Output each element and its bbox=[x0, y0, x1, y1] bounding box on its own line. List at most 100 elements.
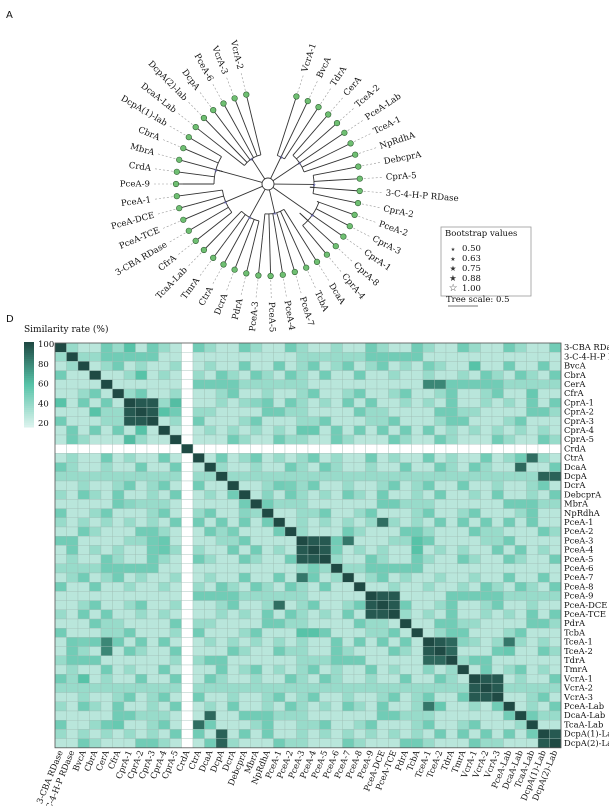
heatmap-cell bbox=[388, 729, 401, 739]
heatmap-cell bbox=[537, 536, 550, 546]
heatmap-cell bbox=[480, 692, 493, 702]
heatmap-cell bbox=[434, 609, 447, 620]
heatmap-cell bbox=[169, 710, 182, 721]
bootstrap-star-icon: ★ bbox=[312, 182, 317, 188]
heatmap-cell bbox=[468, 370, 481, 380]
tree-tip-node bbox=[192, 123, 199, 131]
heatmap-cell bbox=[77, 563, 90, 574]
heatmap-cell bbox=[411, 572, 424, 583]
heatmap-cell bbox=[192, 352, 205, 362]
heatmap-cell bbox=[112, 683, 125, 693]
heatmap-cell bbox=[112, 545, 125, 555]
heatmap-cell bbox=[169, 554, 182, 564]
heatmap-cell bbox=[89, 655, 102, 666]
tree-leader bbox=[199, 257, 214, 277]
tree-leader bbox=[336, 107, 355, 124]
heatmap-cell bbox=[549, 729, 562, 739]
heatmap-cell bbox=[273, 480, 286, 491]
tree-tip-label: CtrA bbox=[197, 284, 216, 307]
heatmap-cell bbox=[77, 370, 90, 380]
heatmap-cell bbox=[491, 379, 504, 390]
heatmap-cell bbox=[388, 582, 401, 592]
heatmap-cell bbox=[399, 517, 412, 528]
heatmap-cell bbox=[54, 352, 67, 362]
heatmap-cell bbox=[250, 370, 263, 380]
heatmap-cell bbox=[480, 352, 493, 362]
heatmap-cell bbox=[238, 453, 251, 463]
heatmap-cell bbox=[319, 674, 332, 684]
heatmap-cell bbox=[238, 526, 251, 537]
heatmap-cell bbox=[365, 701, 378, 712]
heatmap-cell bbox=[89, 572, 102, 583]
tree-leader bbox=[177, 112, 196, 128]
heatmap-cell bbox=[238, 508, 251, 518]
heatmap-cell bbox=[250, 462, 263, 472]
heatmap-cell bbox=[296, 434, 309, 445]
heatmap-cell bbox=[227, 674, 240, 684]
heatmap-cell bbox=[112, 352, 125, 362]
heatmap-cell bbox=[376, 444, 389, 454]
tree-branch bbox=[312, 122, 338, 145]
heatmap-cell bbox=[319, 480, 332, 491]
heatmap-cell bbox=[261, 526, 274, 537]
heatmap-cell bbox=[181, 388, 194, 399]
heatmap-cell bbox=[273, 738, 286, 748]
heatmap-cell bbox=[66, 508, 79, 518]
heatmap-cell bbox=[54, 490, 67, 500]
heatmap-cell bbox=[549, 499, 562, 509]
heatmap-cell bbox=[388, 591, 401, 601]
heatmap-cell bbox=[411, 398, 424, 408]
heatmap-cell bbox=[215, 370, 228, 380]
heatmap-cell bbox=[537, 480, 550, 491]
tree-branch bbox=[179, 159, 223, 173]
heatmap-cell bbox=[273, 720, 286, 730]
heatmap-cell bbox=[422, 407, 435, 417]
colorbar-segment bbox=[24, 365, 34, 369]
tree-leader bbox=[296, 74, 304, 97]
heatmap-cell bbox=[330, 444, 343, 454]
heatmap-cell bbox=[480, 434, 493, 445]
tree-branch bbox=[297, 100, 309, 122]
heatmap-cell bbox=[261, 545, 274, 555]
heatmap-cell bbox=[215, 738, 228, 748]
heatmap-cell bbox=[434, 499, 447, 509]
heatmap-cell bbox=[158, 444, 171, 454]
heatmap-cell bbox=[192, 416, 205, 426]
heatmap-cell bbox=[215, 517, 228, 528]
heatmap-cell bbox=[112, 692, 125, 702]
heatmap-cell bbox=[192, 738, 205, 748]
heatmap-cell bbox=[503, 471, 516, 482]
heatmap-cell bbox=[388, 361, 401, 371]
colorbar-segment bbox=[24, 418, 34, 422]
heatmap-cell bbox=[376, 591, 389, 601]
heatmap-cell bbox=[261, 674, 274, 684]
heatmap-cell bbox=[192, 434, 205, 445]
heatmap-cell bbox=[526, 352, 539, 362]
heatmap-cell bbox=[342, 545, 355, 555]
heatmap-cell bbox=[422, 453, 435, 463]
tree-leader bbox=[327, 96, 344, 115]
heatmap-cell bbox=[319, 729, 332, 739]
heatmap-cell bbox=[480, 526, 493, 537]
heatmap-cell bbox=[537, 370, 550, 380]
heatmap-cell bbox=[376, 683, 389, 693]
heatmap-cell bbox=[158, 710, 171, 721]
heatmap-cell bbox=[342, 536, 355, 546]
heatmap-cell bbox=[66, 582, 79, 592]
heatmap-cell bbox=[204, 674, 217, 684]
tree-branch bbox=[239, 145, 251, 161]
tree-branch bbox=[230, 116, 254, 158]
bootstrap-value-label: 0.50 bbox=[462, 244, 481, 254]
heatmap-cell bbox=[227, 434, 240, 445]
heatmap-cell bbox=[181, 526, 194, 537]
heatmap-cell bbox=[353, 342, 366, 353]
heatmap-cell bbox=[89, 434, 102, 445]
heatmap-cell bbox=[146, 572, 159, 583]
heatmap-cell bbox=[146, 370, 159, 380]
heatmap-cell bbox=[422, 508, 435, 518]
heatmap-cell bbox=[250, 398, 263, 408]
heatmap-cell bbox=[135, 582, 148, 592]
heatmap-cell bbox=[112, 462, 125, 472]
heatmap-cell bbox=[468, 609, 481, 620]
